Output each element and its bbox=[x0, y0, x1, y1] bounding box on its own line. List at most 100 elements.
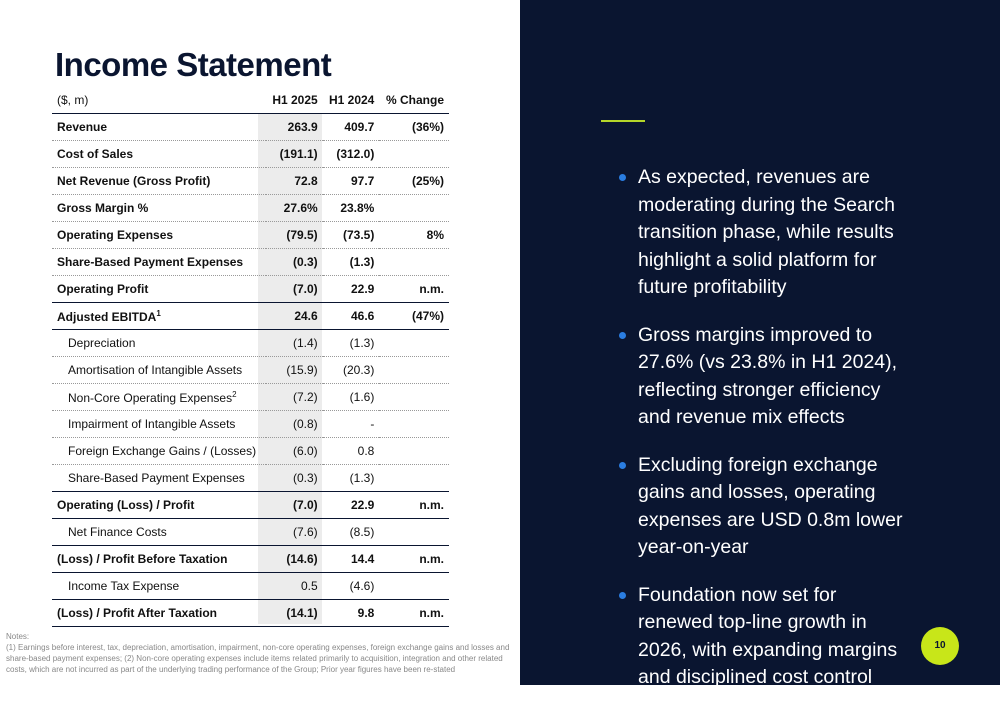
table-row: Amortisation of Intangible Assets (15.9)(… bbox=[52, 356, 449, 384]
cell-h1-2025: (14.6) bbox=[266, 545, 323, 573]
title: Income Statement bbox=[55, 46, 332, 83]
cell-change: n.m. bbox=[379, 275, 449, 303]
table-row: Revenue 263.9 409.7 (36%) bbox=[52, 113, 449, 141]
cell-h1-2025: 263.9 bbox=[266, 113, 323, 141]
table-row: Cost of Sales (191.1) (312.0) bbox=[52, 140, 449, 168]
row-label: (Loss) / Profit After Taxation bbox=[52, 599, 267, 627]
empty-cell bbox=[379, 518, 449, 546]
label-text: Share-Based Payment Expenses bbox=[57, 255, 244, 269]
cell-h1-2025: (15.9) bbox=[266, 356, 323, 384]
accent-line bbox=[601, 120, 645, 122]
cell-h1-2024: (1.3) bbox=[322, 248, 380, 276]
cell-h1-2025: (0.8) bbox=[266, 410, 323, 438]
row-label: Foreign Exchange Gains / (Losses) bbox=[52, 437, 267, 465]
label-text: Share-Based Payment Expenses bbox=[68, 471, 245, 485]
cell-h1-2024: (4.6) bbox=[322, 572, 380, 600]
row-label: Operating Expenses bbox=[52, 221, 267, 249]
column-header: ($, m) bbox=[52, 86, 267, 114]
cell-change: n.m. bbox=[379, 545, 449, 573]
cell-h1-2024: (8.5) bbox=[322, 518, 380, 546]
column-header: % Change bbox=[379, 86, 449, 114]
cell-h1-2024: 0.8 bbox=[322, 437, 380, 465]
bullet-list: As expected, revenues are moderating dur… bbox=[616, 164, 906, 712]
cell-h1-2024: 409.7 bbox=[322, 113, 380, 141]
label-text: Operating Expenses bbox=[57, 228, 174, 242]
cell-h1-2024: (1.3) bbox=[322, 464, 380, 492]
cell-h1-2025: (0.3) bbox=[266, 248, 323, 276]
cell-h1-2024: (73.5) bbox=[322, 221, 380, 249]
row-label: Impairment of Intangible Assets bbox=[52, 410, 267, 438]
cell-h1-2024: 22.9 bbox=[322, 275, 380, 303]
label-text: Cost of Sales bbox=[57, 147, 134, 161]
table-row: Gross Margin % 27.6% 23.8% bbox=[52, 194, 449, 222]
empty-cell bbox=[379, 356, 449, 384]
cell-h1-2025: (7.0) bbox=[266, 491, 323, 519]
table-row: Depreciation (1.4) (1.3) bbox=[52, 329, 449, 357]
row-label: Share-Based Payment Expenses bbox=[52, 464, 267, 492]
cell-h1-2024: (312.0) bbox=[322, 140, 380, 168]
empty-cell bbox=[379, 572, 449, 600]
table-row: Operating Profit (7.0) 22.9 n.m. bbox=[52, 275, 449, 303]
cell-h1-2025: (7.6) bbox=[266, 518, 323, 546]
cell-change: n.m. bbox=[379, 599, 449, 627]
cell-change: (36%) bbox=[379, 113, 449, 141]
bullet: Excluding foreign exchange gains and los… bbox=[616, 452, 906, 562]
notes-text: (1) Earnings before interest, tax, depre… bbox=[6, 643, 510, 674]
empty-cell bbox=[379, 248, 449, 276]
income-table: ($, m) H1 2025 H1 2024 % Change Revenue 2… bbox=[52, 86, 449, 627]
cell-h1-2025: (14.1) bbox=[266, 599, 323, 627]
row-label: Non-Core Operating Expenses2 bbox=[52, 383, 267, 411]
row-label: Gross Margin % bbox=[52, 194, 267, 222]
label-text: Non-Core Operating Expenses bbox=[68, 390, 233, 405]
cell-change: (47%) bbox=[379, 302, 449, 330]
notes: Notes: (1) Earnings before interest, tax… bbox=[6, 631, 518, 675]
table-row: Income Tax Expense 0.5 (4.6) bbox=[52, 572, 449, 600]
empty-cell bbox=[379, 464, 449, 492]
notes-title: Notes: bbox=[6, 632, 30, 641]
cell-h1-2024: (1.3) bbox=[322, 329, 380, 357]
table-row: (Loss) / Profit Before Taxation (14.6) 14.… bbox=[52, 545, 449, 573]
cell-change: n.m. bbox=[379, 491, 449, 519]
cell-h1-2025: 24.6 bbox=[266, 302, 323, 330]
row-label: Income Tax Expense bbox=[52, 572, 267, 600]
label-text: Net Revenue (Gross Profit) bbox=[57, 174, 211, 188]
label-text: Net Finance Costs bbox=[68, 525, 167, 539]
row-label: Amortisation of Intangible Assets bbox=[52, 356, 267, 384]
table-row: Operating Expenses (79.5) (73.5) 8% bbox=[52, 221, 449, 249]
row-label: Operating Profit bbox=[52, 275, 267, 303]
header-row: ($, m) H1 2025 H1 2024 % Change bbox=[52, 86, 449, 114]
row-label: (Loss) / Profit Before Taxation bbox=[52, 545, 267, 573]
table-row: Impairment of Intangible Assets (0.8) - bbox=[52, 410, 449, 438]
empty-cell bbox=[379, 140, 449, 168]
cell-h1-2024: 23.8% bbox=[322, 194, 380, 222]
column-header: H1 2024 bbox=[322, 86, 380, 114]
empty-cell bbox=[379, 437, 449, 465]
label-text: Operating Profit bbox=[57, 282, 149, 296]
row-label: Adjusted EBITDA1 bbox=[52, 302, 267, 330]
table-row: Net Revenue (Gross Profit) 72.8 97.7 (25%) bbox=[52, 167, 449, 195]
cell-h1-2024: 9.8 bbox=[322, 599, 380, 627]
empty-cell bbox=[379, 194, 449, 222]
cell-change: 8% bbox=[379, 221, 449, 249]
label-text: Income Tax Expense bbox=[68, 579, 180, 593]
empty-cell bbox=[379, 410, 449, 438]
cell-h1-2024: 97.7 bbox=[322, 167, 380, 195]
label-text: (Loss) / Profit After Taxation bbox=[57, 606, 218, 620]
label-text: Amortisation of Intangible Assets bbox=[68, 363, 243, 377]
cell-h1-2025: (79.5) bbox=[266, 221, 323, 249]
bullet: Gross margins improved to 27.6% (vs 23.8… bbox=[616, 322, 906, 432]
label-text: (Loss) / Profit Before Taxation bbox=[57, 552, 228, 566]
cell-h1-2025: 27.6% bbox=[266, 194, 323, 222]
label-text: Revenue bbox=[57, 120, 108, 134]
cell-h1-2024: (1.6) bbox=[322, 383, 380, 411]
label-text: Operating (Loss) / Profit bbox=[57, 498, 195, 512]
cell-h1-2025: (7.2) bbox=[266, 383, 323, 411]
row-label: Cost of Sales bbox=[52, 140, 267, 168]
label-text: Adjusted EBITDA bbox=[57, 309, 157, 324]
label-text: Depreciation bbox=[68, 336, 136, 350]
footnote-ref: 1 bbox=[156, 308, 161, 318]
row-label: Depreciation bbox=[52, 329, 267, 357]
slide: Income Statement ($, m) H1 2025 H1 2024 … bbox=[6, 0, 1000, 688]
cell-h1-2024: 14.4 bbox=[322, 545, 380, 573]
side-panel: As expected, revenues are moderating dur… bbox=[520, 0, 1000, 688]
